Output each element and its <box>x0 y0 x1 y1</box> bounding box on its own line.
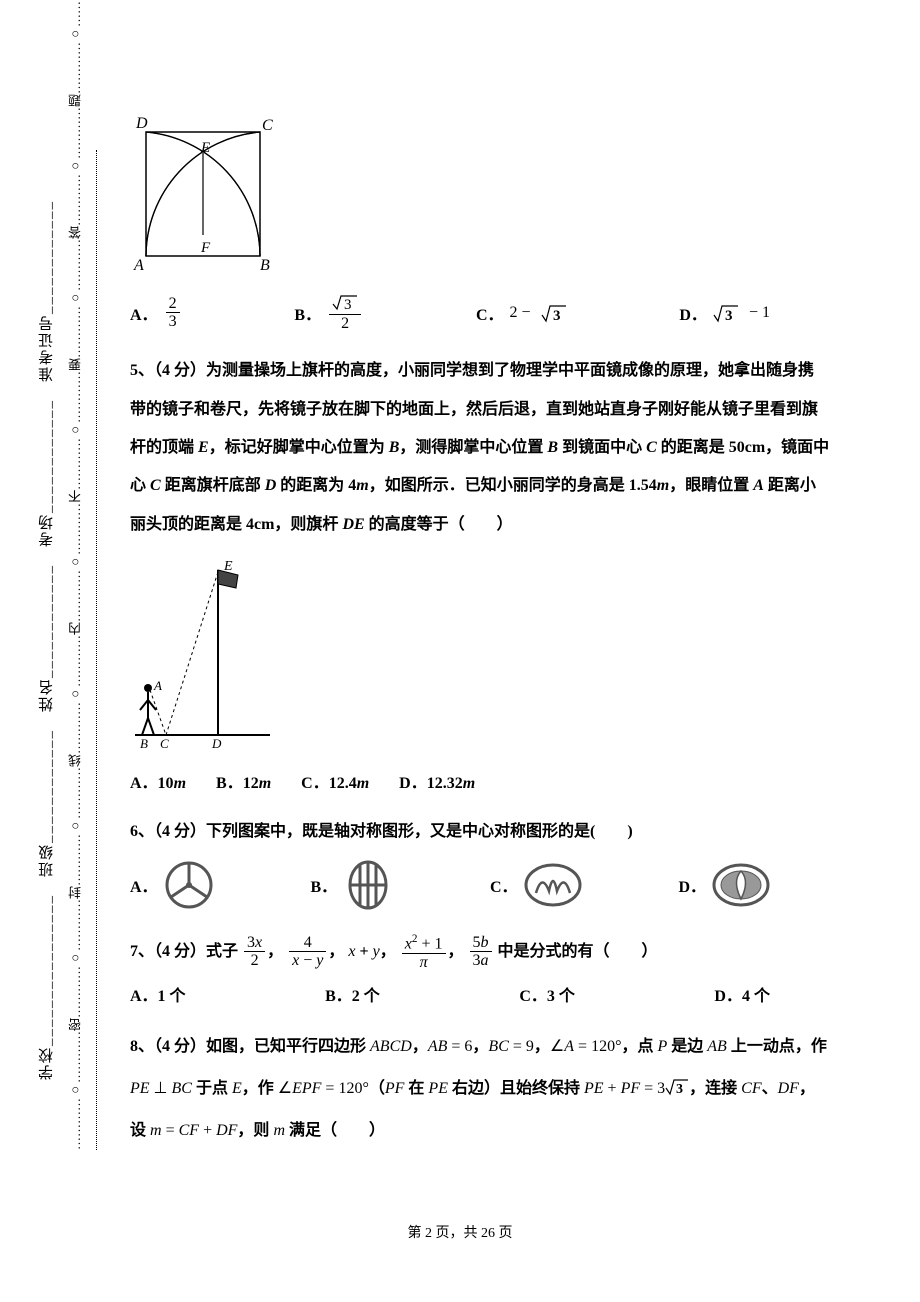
svg-text:A: A <box>153 678 162 693</box>
q4-opt-d: D． 3 − 1 <box>679 293 770 332</box>
q7-opt-b: B．2 个 <box>325 982 380 1006</box>
q6-opt-b: B． <box>310 860 393 910</box>
svg-text:3: 3 <box>344 297 352 311</box>
svg-text:A: A <box>133 257 144 274</box>
q7-options: A．1 个 B．2 个 C．3 个 D．4 个 <box>130 982 770 1006</box>
exam-sidebar: 学校________________ 班级____________ 姓名____… <box>36 0 126 1302</box>
q5-options: A．10m B．12m C．12.4m D．12.32m <box>130 769 570 793</box>
svg-text:C: C <box>160 736 169 750</box>
svg-text:C: C <box>262 117 273 134</box>
q5-opt-d: D．12.32m <box>399 769 475 793</box>
svg-text:E: E <box>223 559 233 574</box>
q6-opt-d: D． <box>678 860 770 910</box>
svg-text:3: 3 <box>725 308 733 323</box>
q5-opt-b: B．12m <box>216 769 271 793</box>
svg-text:B: B <box>260 257 270 274</box>
opt-label: A． <box>130 301 158 325</box>
opt-label: D． <box>679 301 707 325</box>
q8-text: 8、（4 分）如图，已知平行四边形 ABCD，AB = 6，BC = 9，∠A … <box>130 1026 830 1151</box>
q4-opt-a: A． 23 <box>130 293 182 332</box>
q4-opt-b: B． 3 2 <box>294 293 363 332</box>
q5-opt-c: C．12.4m <box>301 769 369 793</box>
svg-text:F: F <box>200 240 211 256</box>
q4-figure: D C A B E F <box>130 114 830 279</box>
q6-opt-a: A． <box>130 860 214 910</box>
sidebar-dotted-line <box>96 150 97 1150</box>
page-footer: 第 2 页，共 26 页 <box>0 1222 920 1242</box>
sidebar-form-line: 学校________________ 班级____________ 姓名____… <box>36 220 57 1080</box>
svg-text:D: D <box>211 736 222 750</box>
sidebar-seal-line: …………○…………密…………○…………封…………○…………线…………○…………内… <box>66 140 85 1150</box>
q6-opt-c: C． <box>490 860 582 910</box>
q6-options: A． B． C． D． <box>130 860 770 910</box>
q6-text: 6、（4 分）下列图案中，既是轴对称图形，又是中心对称图形的是( ) <box>130 813 830 851</box>
q7-text: 7、（4 分）式子 3x2， 4x − y， x + y， x2 + 1π， 5… <box>130 930 830 975</box>
opt-label: B． <box>294 301 321 325</box>
q5-figure: E A B C D <box>130 550 830 755</box>
q5-text: 5、（4 分）为测量操场上旗杆的高度，小丽同学想到了物理学中平面镜成像的原理，她… <box>130 352 830 544</box>
svg-text:B: B <box>140 736 148 750</box>
page-content: D C A B E F A． 23 B． 3 2 C． <box>130 110 830 1157</box>
q5-opt-a: A．10m <box>130 769 186 793</box>
svg-text:3: 3 <box>676 1082 683 1096</box>
svg-text:3: 3 <box>553 308 561 323</box>
q7-opt-a: A．1 个 <box>130 982 186 1006</box>
opt-label: C． <box>476 301 504 325</box>
svg-text:D: D <box>135 115 148 132</box>
q7-opt-c: C．3 个 <box>519 982 575 1006</box>
q4-options: A． 23 B． 3 2 C． 2 − 3 D． 3 − 1 <box>130 293 770 332</box>
q4-opt-c: C． 2 − 3 <box>476 293 567 332</box>
q7-opt-d: D．4 个 <box>714 982 770 1006</box>
